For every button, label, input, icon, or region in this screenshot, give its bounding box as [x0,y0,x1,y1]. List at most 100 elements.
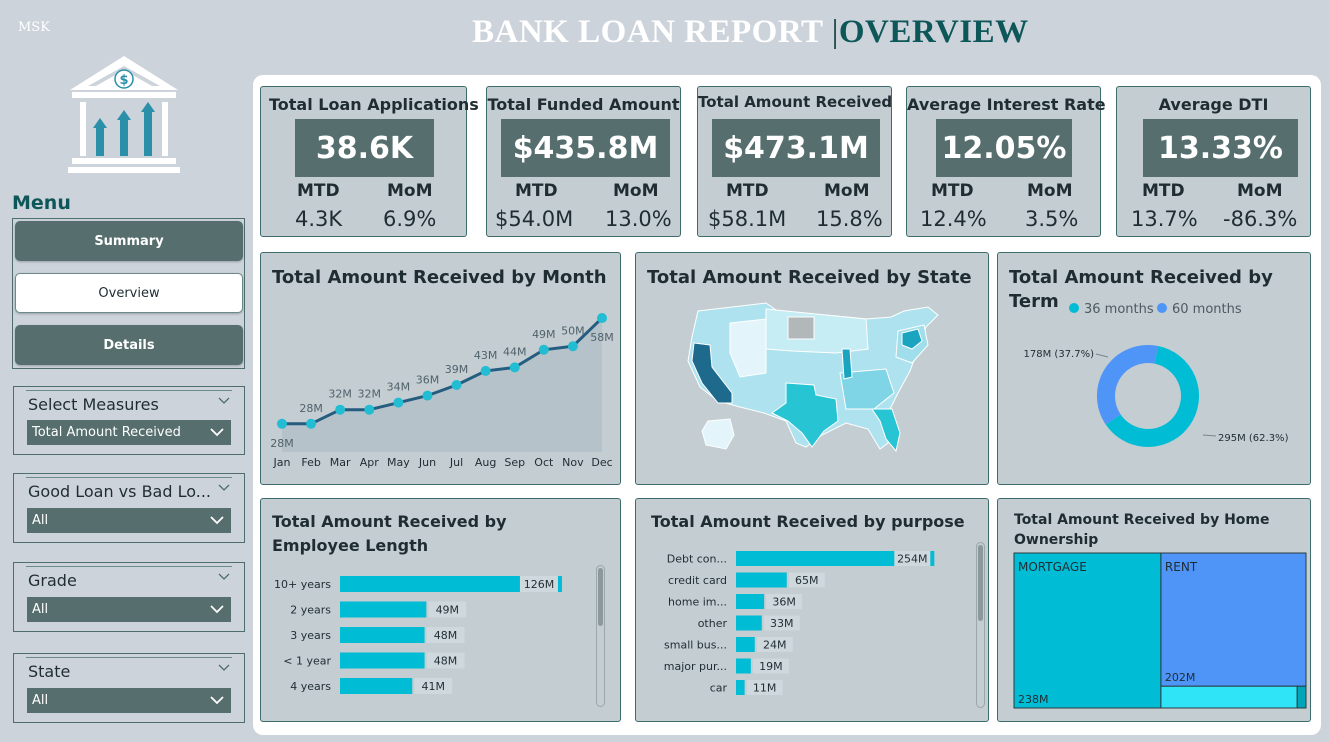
dropdown-value: Total Amount Received [32,425,181,440]
label-background [756,637,793,652]
kpi-card-amount-received[interactable]: Total Amount Received $473.1M MTD MoM $5… [697,86,892,237]
summary-button[interactable]: Summary [15,221,243,261]
chart-title: Total Amount Received by Term [1009,267,1273,312]
kpi-card-funded-amount[interactable]: Total Funded Amount $435.8M MTD MoM $54.… [486,86,681,237]
term-chart-visual[interactable]: Total Amount Received by Term 36 months 6… [997,252,1311,485]
bar [736,658,751,674]
kpi-card-average-dti[interactable]: Average DTI 13.33% MTD MoM 13.7% -86.3% [1116,86,1311,237]
scrollbar[interactable] [976,542,985,708]
treemap-cell [1160,685,1298,709]
overview-button[interactable]: Overview [15,273,243,313]
data-point [364,404,375,415]
mtd-value: $54.0M [495,207,574,231]
slicer-rule [26,477,232,478]
month-chart-visual[interactable]: Total Amount Received by Month 28M Jan 28M… [260,252,621,485]
dropdown-value: All [32,513,49,528]
x-tick-label: Jan [273,456,291,469]
x-tick-label: Jul [449,456,463,469]
data-label: 50M [561,324,585,337]
kpi-label: Total Funded Amount [487,95,680,114]
mom-label: MoM [387,181,433,201]
slicer-title: State [28,662,71,681]
data-label: 65M [795,574,819,587]
leader-line [1202,434,1217,437]
select-measures-slicer: Select Measures Total Amount Received [13,386,245,455]
home-ownership-treemap[interactable]: MORTGAGE 238M RENT 202M [998,499,1312,723]
kpi-card-loan-applications[interactable]: Total Loan Applications 38.6K MTD MoM 4.… [260,86,479,237]
bar [736,615,762,631]
home-ownership-visual[interactable]: Total Amount Received by Home Ownership … [997,498,1311,722]
label-background [746,680,783,695]
chart-title: Total Amount Received by Month [272,267,607,288]
data-label: 43M [474,349,498,362]
details-button[interactable]: Details [15,325,243,365]
mtd-value: 4.3K [295,207,343,231]
data-label: 28M [299,402,323,415]
data-label: 48M [434,655,458,668]
data-point [422,390,433,401]
label-background [766,594,803,609]
data-point [451,380,462,391]
data-label: 32M [358,388,382,401]
donut-slice [1097,345,1159,425]
kpi-card-interest-rate[interactable]: Average Interest Rate 12.05% MTD MoM 12.… [906,86,1106,237]
label-background [426,652,465,669]
bar [736,680,745,695]
label-background [763,615,800,631]
purpose-visual[interactable]: Total Amount Received by purpose Debt co… [635,498,989,722]
grade-dropdown[interactable]: All [27,597,231,622]
scrollbar[interactable] [596,565,605,707]
label-background [428,601,467,618]
data-label: 32M [328,388,352,401]
data-point [480,365,491,376]
data-label: 24M [763,639,787,652]
data-point [538,344,549,355]
cell-value: 202M [1165,671,1196,684]
chart-title: Total Amount Received by Home Ownership [1014,512,1270,548]
chart-title: Total Amount Received by purpose [651,512,965,531]
employee-length-bar-chart[interactable]: 10+ years 126M 2 years 49M 3 years 48M < 1 yea… [261,499,622,723]
loan-quality-dropdown[interactable]: All [27,508,231,533]
x-tick-label: Sep [504,456,525,469]
slicer-rule [26,566,232,567]
bar [340,678,413,694]
month-area-chart[interactable]: 28M Jan 28M Feb 32M Mar 32M Apr 34M May 36M Jun 39M J… [261,253,622,486]
title-subtitle: OVERVIEW [838,14,1029,50]
x-tick-label: May [387,456,410,469]
purpose-bar-chart[interactable]: Debt con... 254M credit card 65M home im... 3… [636,499,990,723]
x-tick-label: Aug [475,456,496,469]
bar [736,572,787,588]
state-dropdown[interactable]: All [27,688,231,713]
mom-label: MoM [1027,181,1073,201]
mom-label: MoM [613,181,659,201]
chevron-down-icon[interactable] [218,573,230,581]
data-label: 48M [434,629,458,642]
data-label: 49M [436,604,460,617]
map-california [691,342,733,404]
slicer-rule [26,657,232,658]
data-label: 39M [445,363,469,376]
measure-dropdown[interactable]: Total Amount Received [27,420,231,445]
kpi-label: Average Interest Rate [907,95,1106,114]
employee-length-visual[interactable]: Total Amount Received by Employee Length… [260,498,621,722]
term-donut-chart[interactable]: 36 months 60 months 295M (62.3%) 178M (37.7… [998,253,1312,486]
state-map-visual[interactable]: Total Amount Received by State [635,252,989,485]
mtd-value: $58.1M [708,207,787,231]
chevron-down-icon[interactable] [218,484,230,492]
map-wyoming [787,316,815,340]
data-point [509,362,520,373]
chevron-down-icon[interactable] [218,397,230,405]
us-state-map[interactable] [636,253,990,486]
label-background [519,576,558,592]
chevron-down-icon [210,696,224,705]
mtd-label: MTD [297,181,340,201]
chevron-down-icon [210,516,224,525]
data-label: 254M [897,553,928,566]
category-label: 10+ years [274,578,331,591]
scrollbar-thumb[interactable] [598,568,603,626]
data-point [277,418,287,429]
scrollbar-thumb[interactable] [978,545,983,621]
category-label: 4 years [290,680,331,693]
category-label: 3 years [290,629,331,642]
chevron-down-icon[interactable] [218,664,230,672]
